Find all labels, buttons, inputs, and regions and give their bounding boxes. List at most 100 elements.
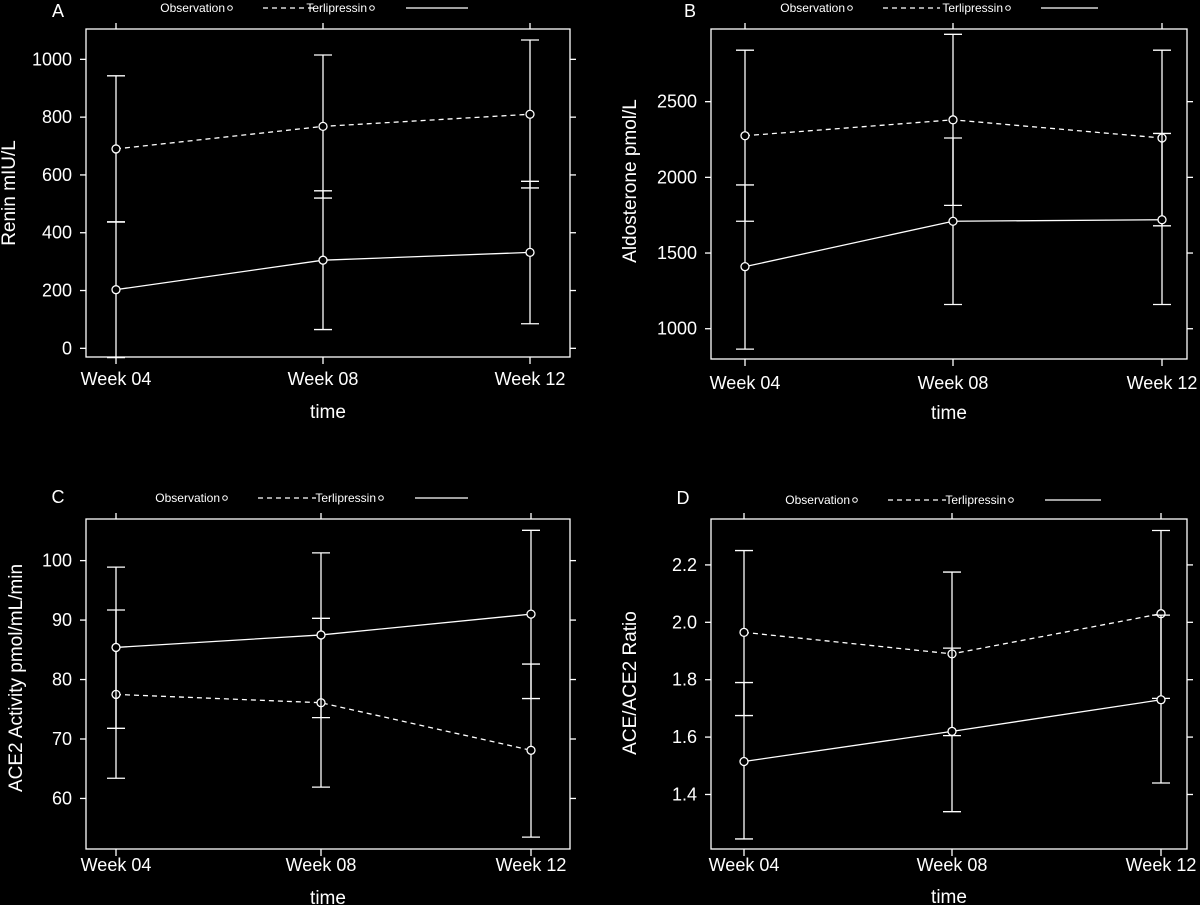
y-axis-title: Renin mIU/L xyxy=(0,140,20,246)
legend-label: Observation xyxy=(155,491,220,505)
legend: Observation Terlipressin xyxy=(780,1,1098,15)
panel-letter: C xyxy=(52,487,65,507)
y-axis-title: ACE/ACE2 Ratio xyxy=(620,611,641,755)
legend-label: Observation xyxy=(785,493,850,507)
y-tick-label: 70 xyxy=(52,729,72,749)
legend-label: Terlipressin xyxy=(315,491,376,505)
plot-frame xyxy=(85,518,571,850)
x-axis-title: time xyxy=(931,403,967,424)
series-terlipressin xyxy=(735,614,1170,840)
legend: Observation Terlipressin xyxy=(155,491,468,505)
panel-letter: D xyxy=(677,488,690,508)
legend-item-terlipressin: Terlipressin xyxy=(945,493,1101,507)
panel-c: C Observation Terlipressin 60 70 80 90 100 Week … xyxy=(6,487,576,905)
x-tick-label: Week 12 xyxy=(495,369,566,389)
data-point xyxy=(740,131,750,141)
legend-item-terlipressin: Terlipressin xyxy=(315,491,468,505)
panel-letter: B xyxy=(684,1,696,21)
panel-d: D Observation Terlipressin 1.4 1.6 1.8 2.0 2.2 W… xyxy=(620,488,1196,905)
data-point xyxy=(318,255,328,265)
y-tick-label: 1000 xyxy=(657,319,697,339)
y-axis-title: ACE2 Activity pmol/mL/min xyxy=(6,564,27,792)
y-tick-label: 2000 xyxy=(657,167,697,187)
legend-marker xyxy=(1008,497,1014,503)
legend-item-observation: Observation xyxy=(785,493,946,507)
legend-item-observation: Observation xyxy=(155,491,316,505)
legend-label: Observation xyxy=(160,1,225,15)
y-tick-label: 1000 xyxy=(32,49,72,69)
data-point xyxy=(526,745,536,755)
data-point xyxy=(526,609,536,619)
x-tick-label: Week 12 xyxy=(1126,855,1197,875)
y-tick-label: 1.6 xyxy=(672,727,697,747)
data-point xyxy=(948,115,958,125)
y-tick-label: 600 xyxy=(42,165,72,185)
y-tick-label: 400 xyxy=(42,223,72,243)
legend-marker xyxy=(369,5,375,11)
y-tick-label: 1.4 xyxy=(672,784,697,804)
legend-marker xyxy=(852,497,858,503)
x-tick-label: Week 12 xyxy=(1127,373,1198,393)
x-tick-label: Week 04 xyxy=(709,855,780,875)
data-point xyxy=(947,726,957,736)
legend-item-terlipressin: Terlipressin xyxy=(942,1,1098,15)
y-axis-title: Aldosterone pmol/L xyxy=(620,99,641,263)
legend: Observation Terlipressin xyxy=(160,1,468,15)
series-terlipressin xyxy=(736,132,1171,350)
y-tick-label: 60 xyxy=(52,788,72,808)
data-point xyxy=(948,216,958,226)
data-point xyxy=(318,121,328,132)
x-axis-title: time xyxy=(310,888,346,905)
legend-marker xyxy=(847,5,853,11)
series-terlipressin xyxy=(107,180,539,359)
x-tick-label: Week 08 xyxy=(286,855,357,875)
legend-label: Observation xyxy=(780,1,845,15)
legend-label: Terlipressin xyxy=(306,1,367,15)
x-tick-label: Week 04 xyxy=(81,855,152,875)
panel-a: A Observation Terlipressin 0 200 400 600 800 100… xyxy=(0,1,576,423)
y-tick-label: 1.8 xyxy=(672,670,697,690)
x-tick-label: Week 08 xyxy=(918,373,989,393)
data-point xyxy=(525,109,535,119)
data-point xyxy=(111,144,121,154)
data-point xyxy=(1157,215,1167,225)
legend-item-observation: Observation xyxy=(780,1,940,15)
y-tick-label: 0 xyxy=(62,338,72,358)
legend: Observation Terlipressin xyxy=(785,493,1101,507)
data-point xyxy=(316,630,326,640)
legend-label: Terlipressin xyxy=(942,1,1003,15)
series-terlipressin xyxy=(107,529,540,729)
y-tick-label: 1500 xyxy=(657,243,697,263)
legend-marker xyxy=(378,495,384,501)
legend-item-terlipressin: Terlipressin xyxy=(306,1,468,15)
y-tick-label: 2.0 xyxy=(672,612,697,632)
panel-b: B Observation Terlipressin 1000 1500 2000 2500… xyxy=(620,1,1197,424)
series-line xyxy=(115,613,532,649)
y-tick-label: 200 xyxy=(42,281,72,301)
y-tick-label: 90 xyxy=(52,610,72,630)
data-point xyxy=(1156,695,1166,705)
x-tick-label: Week 12 xyxy=(496,855,567,875)
legend-item-observation: Observation xyxy=(160,1,316,15)
y-tick-label: 2500 xyxy=(657,92,697,112)
x-tick-label: Week 04 xyxy=(710,373,781,393)
x-tick-label: Week 08 xyxy=(288,369,359,389)
y-tick-label: 100 xyxy=(42,551,72,571)
y-tick-label: 80 xyxy=(52,670,72,690)
plot-frame xyxy=(710,28,1188,360)
x-tick-label: Week 04 xyxy=(81,369,152,389)
data-point xyxy=(740,262,750,272)
x-axis-title: time xyxy=(931,887,967,905)
legend-marker xyxy=(227,5,233,11)
legend-marker xyxy=(1005,5,1011,11)
y-tick-label: 2.2 xyxy=(672,555,697,575)
data-point xyxy=(111,285,121,295)
plot-frame xyxy=(85,28,571,358)
plot-frame xyxy=(710,518,1188,850)
data-point xyxy=(739,627,749,637)
data-point xyxy=(739,756,749,767)
panel-letter: A xyxy=(52,1,64,21)
data-point xyxy=(525,247,535,258)
legend-label: Terlipressin xyxy=(945,493,1006,507)
